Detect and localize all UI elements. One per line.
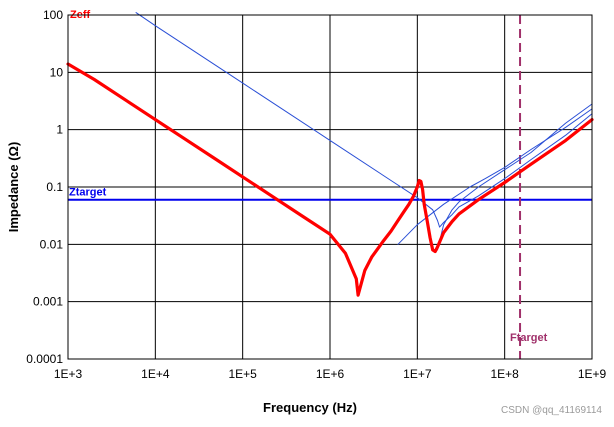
- y-tick-label: 0.001: [33, 295, 63, 309]
- x-tick-label: 1E+9: [578, 367, 607, 381]
- x-tick-label: 1E+5: [228, 367, 257, 381]
- x-tick-label: 1E+8: [490, 367, 519, 381]
- ftarget-label: Ftarget: [510, 332, 548, 344]
- plot-frame: [67, 14, 593, 360]
- reference-lines: [68, 15, 592, 359]
- y-tick-label: 1: [56, 123, 63, 137]
- x-tick-label: 1E+3: [54, 367, 83, 381]
- capacitor-series-line: [135, 12, 593, 228]
- capacitor-series-line: [437, 103, 593, 251]
- x-tick-label: 1E+7: [403, 367, 432, 381]
- x-axis-label: Frequency (Hz): [263, 400, 357, 415]
- y-tick-label: 10: [50, 65, 64, 79]
- watermark: CSDN @qq_41169114: [501, 405, 602, 416]
- y-axis-label: Impedance (Ω): [6, 142, 21, 233]
- zeff-series-line: [66, 62, 594, 297]
- y-tick-label: 100: [43, 8, 63, 22]
- series-layer: [66, 12, 594, 297]
- x-tick-label: 1E+4: [141, 367, 170, 381]
- ztarget-label: Ztarget: [69, 187, 107, 199]
- y-tick-label: 0.01: [40, 237, 64, 251]
- tick-labels: 1E+3 1E+4 1E+5 1E+6 1E+7 1E+8 1E+9 0.0001 0.001 0…: [26, 8, 606, 381]
- x-tick-label: 1E+6: [316, 367, 345, 381]
- y-tick-label: 0.1: [46, 180, 63, 194]
- y-tick-label: 0.0001: [26, 352, 63, 366]
